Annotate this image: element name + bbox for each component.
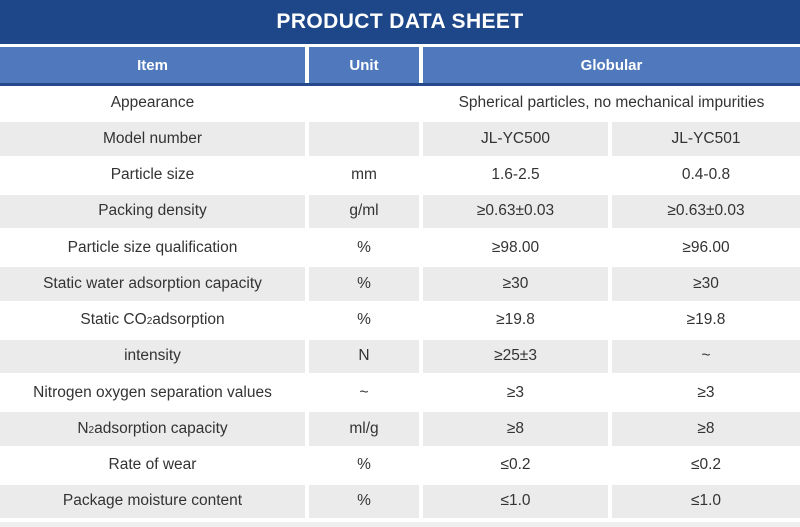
table-row: Particle size mm 1.6-2.5 0.4-0.8 (0, 158, 800, 192)
value-cell-yc501: JL-YC501 (612, 122, 800, 156)
table-body: Appearance Spherical particles, no mechan… (0, 86, 800, 518)
item-cell: Packing density (0, 194, 305, 228)
value-cell-yc501: ≥3 (612, 376, 800, 410)
item-cell: Model number (0, 122, 305, 156)
unit-cell (309, 86, 419, 120)
unit-cell: g/ml (309, 194, 419, 228)
value-cell-yc501: ≥96.00 (612, 231, 800, 265)
unit-cell: mm (309, 158, 419, 192)
item-cell: Appearance (0, 86, 305, 120)
unit-cell: % (309, 484, 419, 518)
value-cell-yc501: ≥19.8 (612, 303, 800, 337)
page-title: PRODUCT DATA SHEET (276, 10, 524, 33)
item-cell: intensity (0, 339, 305, 373)
unit-cell: % (309, 448, 419, 482)
unit-cell: N (309, 339, 419, 373)
header-item: Item (0, 47, 305, 83)
unit-cell: ml/g (309, 412, 419, 446)
header-unit: Unit (309, 47, 419, 83)
table-header: Item Unit Globular (0, 47, 800, 83)
item-cell: Rate of wear (0, 448, 305, 482)
value-cell-merged: Spherical particles, no mechanical impur… (423, 86, 800, 120)
table-row: Particle size qualification% ≥98.00 ≥96.00 (0, 231, 800, 265)
unit-cell: ~ (309, 376, 419, 410)
table-row: Package moisture content% ≤1.0 ≤1.0 (0, 484, 800, 518)
item-cell: Particle size qualification (0, 231, 305, 265)
value-cell-yc500: ≥19.8 (423, 303, 608, 337)
unit-cell: % (309, 267, 419, 301)
unit-cell: % (309, 303, 419, 337)
table-row: Static water adsorption capacity% ≥30 ≥30 (0, 267, 800, 301)
table-row: Model number JL-YC500 JL-YC501 (0, 122, 800, 156)
value-cell-yc500: ≥0.63±0.03 (423, 194, 608, 228)
table-row: intensity N ≥25±3 ~ (0, 339, 800, 373)
value-cell-yc500: ≤1.0 (423, 484, 608, 518)
value-cell-yc500: ≥98.00 (423, 231, 608, 265)
value-cell-yc501: ≤0.2 (612, 448, 800, 482)
item-cell: Nitrogen oxygen separation values (0, 376, 305, 410)
value-cell-yc501: 0.4-0.8 (612, 158, 800, 192)
table-row: Static CO 2 adsorption% ≥19.8 ≥19.8 (0, 303, 800, 337)
unit-cell (309, 122, 419, 156)
item-cell: Particle size (0, 158, 305, 192)
value-cell-yc500: ≥25±3 (423, 339, 608, 373)
value-cell-yc501: ~ (612, 339, 800, 373)
unit-cell: % (309, 231, 419, 265)
header-globular: Globular (423, 47, 800, 83)
item-cell: Package moisture content (0, 484, 305, 518)
value-cell-yc501: ≤1.0 (612, 484, 800, 518)
table-row: Nitrogen oxygen separation values ~ ≥3 ≥3 (0, 376, 800, 410)
value-cell-yc500: 1.6-2.5 (423, 158, 608, 192)
value-cell-yc501: ≥0.63±0.03 (612, 194, 800, 228)
value-cell-yc500: ≤0.2 (423, 448, 608, 482)
cutoff-next-row (0, 522, 800, 527)
item-cell: Static CO 2 adsorption (0, 303, 305, 337)
header-underline (0, 83, 800, 86)
table-row: Appearance Spherical particles, no mechan… (0, 86, 800, 120)
value-cell-yc500: ≥3 (423, 376, 608, 410)
table-row: Rate of wear% ≤0.2 ≤0.2 (0, 448, 800, 482)
value-cell-yc500: ≥30 (423, 267, 608, 301)
value-cell-yc501: ≥30 (612, 267, 800, 301)
value-cell-yc501: ≥8 (612, 412, 800, 446)
value-cell-yc500: ≥8 (423, 412, 608, 446)
item-cell: Static water adsorption capacity (0, 267, 305, 301)
table-row: Packing density g/ml ≥0.63±0.03 ≥0.63±0.03 (0, 194, 800, 228)
value-cell-yc500: JL-YC500 (423, 122, 608, 156)
title-bar: PRODUCT DATA SHEET (0, 0, 800, 44)
